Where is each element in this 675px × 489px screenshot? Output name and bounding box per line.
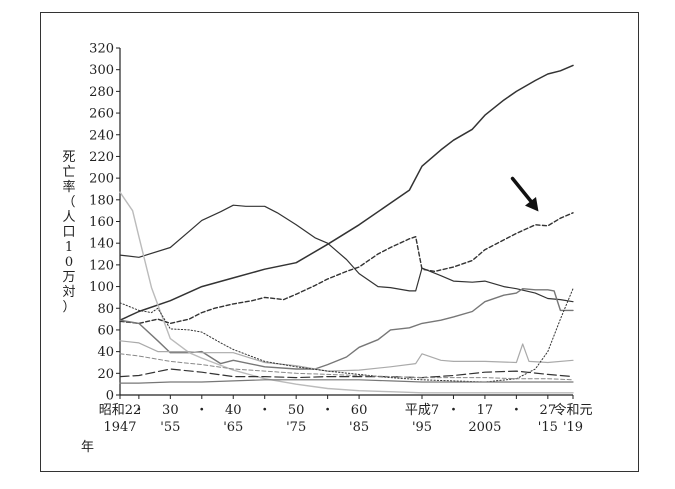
y-tick-label: 280: [89, 85, 114, 100]
y-tick-label: 260: [89, 107, 114, 122]
chart-frame: 0 20 40 60 80 100 120 140 160 180 200 220 240 260 280 3…: [40, 12, 639, 472]
x-tick-sublabel: '75: [286, 420, 306, 435]
x-tick-sublabel: 1947: [103, 420, 136, 435]
y-tick-label: 180: [89, 193, 114, 208]
annotation-arrow: [510, 176, 539, 212]
x-tick-label: 50: [288, 403, 305, 418]
x-tick-label: ・: [132, 403, 145, 418]
x-tick-label: ・: [447, 403, 460, 418]
x-tick-label: 30: [162, 403, 179, 418]
y-tick-label: 80: [97, 302, 114, 317]
x-tick-label: 60: [351, 403, 368, 418]
series-solid-low: [119, 379, 574, 384]
x-tick-sublabel: '55: [160, 420, 180, 435]
series-cerebrovascular: [119, 204, 574, 303]
x-tick-sublabel: '19: [563, 420, 583, 435]
x-tick-label: 27: [540, 403, 557, 418]
series-dashed-medium: [119, 368, 574, 379]
x-tick-label: ・: [258, 403, 271, 418]
y-tick-label: 40: [97, 345, 114, 360]
x-tick-label: 令和元: [553, 403, 592, 418]
y-tick-label: 200: [89, 172, 114, 187]
x-tick-sublabel: '15: [538, 420, 558, 435]
arrow-shaft: [510, 176, 536, 207]
y-tick-label: 220: [89, 150, 114, 165]
series-malignant-neoplasms: [119, 64, 574, 321]
series-group: [119, 64, 574, 394]
y-tick-label: 60: [97, 323, 114, 338]
series-dashed-gray-low: [119, 353, 574, 381]
annotations: [510, 176, 539, 212]
line-chart: 0 20 40 60 80 100 120 140 160 180 200 220 240 260 280 3…: [62, 42, 592, 456]
y-tick-label: 240: [89, 128, 114, 143]
x-tick-sublabel: '95: [412, 420, 432, 435]
x-tick-label: 昭和22: [99, 403, 142, 418]
y-tick-label: 300: [89, 63, 114, 78]
x-tick-label: 40: [225, 403, 242, 418]
y-tick-label: 120: [89, 258, 114, 273]
x-axis-year-label: 年: [81, 440, 94, 455]
y-tick-label: 160: [89, 215, 114, 230]
x-tick-sublabel: 2005: [468, 420, 501, 435]
x-tick-label: 平成7: [405, 403, 439, 418]
y-axis-label: 死亡率（人口 1 0 万対）: [62, 150, 75, 315]
x-tick-label: ・: [321, 403, 334, 418]
series-dashed-rising: [119, 212, 574, 325]
x-tick-label: ・: [510, 403, 523, 418]
series-tuberculosis: [119, 191, 574, 394]
arrow-head: [525, 197, 539, 212]
series-dotted-declining: [119, 288, 574, 383]
y-tick-label: 0: [106, 389, 114, 404]
x-tick-sublabel: '85: [349, 420, 369, 435]
series-pneumonia-rising: [119, 288, 574, 370]
x-tick-label: 17: [477, 403, 494, 418]
y-tick-label: 140: [89, 237, 114, 252]
y-tick-label: 100: [89, 280, 114, 295]
axes: 0 20 40 60 80 100 120 140 160 180 200 220 240 260 280 3…: [89, 42, 592, 436]
x-tick-sublabel: '65: [223, 420, 243, 435]
y-tick-label: 20: [97, 367, 114, 382]
y-tick-label: 320: [89, 42, 114, 57]
x-tick-label: ・: [195, 403, 208, 418]
series-heart-disease-light: [119, 340, 574, 372]
